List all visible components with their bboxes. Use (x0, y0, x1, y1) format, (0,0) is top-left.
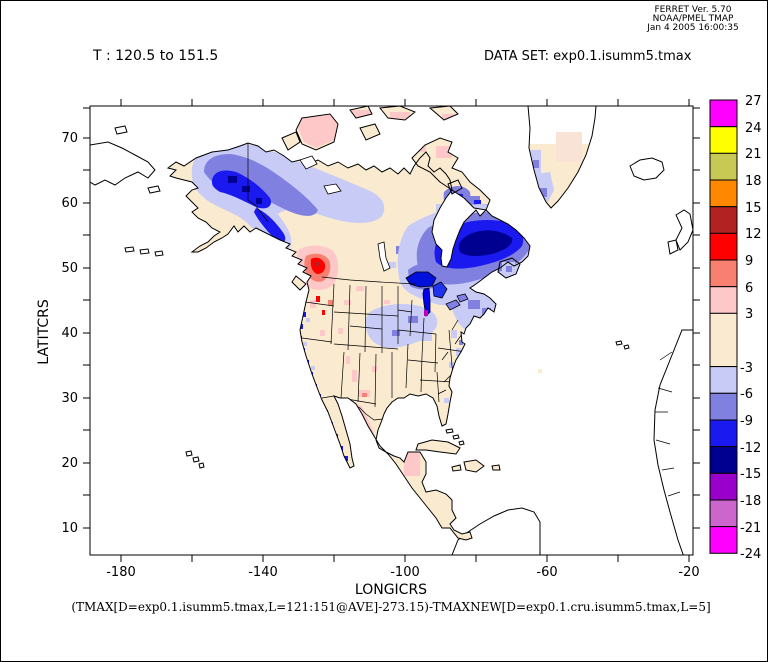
y-tick-label: 60 (61, 196, 78, 211)
colorbar-segment (709, 499, 738, 528)
colorbar-segment (709, 526, 738, 554)
colorbar-segment (709, 99, 738, 128)
colorbar-label: -6 (740, 387, 753, 402)
y-tick-label: 30 (61, 391, 78, 406)
colorbar-segment (709, 366, 738, 394)
atlantic-data-speck (538, 369, 542, 373)
colorbar-label: 12 (745, 227, 762, 242)
dataset-title: DATA SET: exp0.1.isumm5.tmax (484, 49, 692, 64)
colorbar-label: 9 (745, 254, 753, 269)
colorbar-label: 27 (745, 94, 762, 109)
colorbar-labels: 27 24 21 18 15 12 9 6 3 -3 -6 -9 -12 -15… (740, 94, 762, 562)
y-tick-label: 40 (61, 326, 78, 341)
x-tick-label: -180 (106, 565, 136, 580)
y-tick-label: 70 (61, 131, 78, 146)
header-stamp: FERRET Ver. 5.70 NOAA/PMEL TMAP Jan 4 20… (646, 5, 739, 33)
noaa-pmel-label: NOAA/PMEL TMAP (653, 14, 734, 24)
colorbar-segment (709, 179, 738, 208)
expression-caption: (TMAX[D=exp0.1.isumm5.tmax,L=121:151@AVE… (71, 600, 710, 614)
timestamp: Jan 4 2005 16:00:35 (646, 23, 739, 33)
colorbar-label: -9 (740, 414, 753, 429)
colorbar-segment (709, 206, 738, 234)
colorbar-segment (709, 312, 738, 368)
x-tick-label: -100 (390, 565, 420, 580)
colorbar-label: -18 (740, 494, 761, 509)
y-axis-labels: 70 60 50 40 30 20 10 (61, 131, 78, 536)
colorbar-label: 6 (745, 281, 753, 296)
x-tick-label: -60 (536, 565, 557, 580)
colorbar-label: -21 (740, 521, 761, 536)
colorbar-segment (709, 392, 738, 421)
colorbar-segment (709, 259, 738, 288)
great-lakes (405, 271, 469, 317)
colorbar-segment (709, 232, 738, 261)
state-boundaries (247, 143, 469, 421)
colorbar-label: -12 (740, 441, 761, 456)
plot-title-time-range: T : 120.5 to 151.5 (92, 48, 218, 64)
africa-boundaries (655, 351, 681, 497)
y-tick-label: 20 (61, 456, 78, 471)
colorbar-label: 24 (745, 121, 762, 136)
colorbar-label: 3 (745, 307, 753, 322)
colorbar-segment (709, 126, 738, 154)
colorbar (709, 99, 738, 554)
x-tick-label: -140 (248, 565, 278, 580)
colorbar-segment (709, 286, 738, 314)
colorbar-segment (709, 446, 738, 474)
colorbar-label: 21 (745, 147, 762, 162)
colorbar-label: -15 (740, 467, 761, 482)
x-axis-labels: -180 -140 -100 -60 -20 (106, 565, 699, 580)
plot-frame (83, 99, 700, 562)
x-axis-ticks (120, 99, 690, 562)
colorbar-label: -3 (740, 361, 753, 376)
colorbar-label: 15 (745, 201, 762, 216)
colorbar-segment (709, 419, 738, 448)
map-canvas (90, 106, 693, 555)
colorbar-segment (709, 472, 738, 501)
y-tick-label: 50 (61, 261, 78, 276)
ferret-version: FERRET Ver. 5.70 (654, 5, 731, 15)
y-axis-ticks (83, 107, 700, 529)
colorbar-segment (709, 152, 738, 181)
y-axis-title: LATITCRS (36, 299, 52, 365)
x-axis-title: LONGICRS (355, 582, 427, 598)
colorbar-label: -24 (740, 547, 761, 562)
canadian-lakes (299, 155, 391, 272)
y-tick-label: 10 (61, 521, 78, 536)
x-tick-label: -20 (678, 565, 699, 580)
colorbar-label: 18 (745, 174, 762, 189)
